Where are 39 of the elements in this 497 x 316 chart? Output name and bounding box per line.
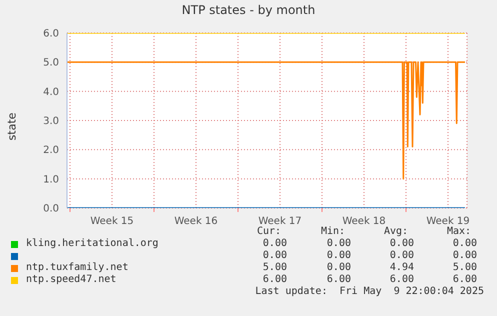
y-tick-label: 0.0 — [43, 204, 59, 215]
x-tick-label: Week 17 — [258, 216, 302, 227]
x-tick-label: Week 18 — [342, 216, 386, 227]
text: 0.00 — [326, 250, 351, 261]
text: Max: — [447, 226, 472, 237]
y-axis-title: state — [6, 112, 18, 142]
legend-label: kling.heritational.org — [26, 238, 158, 249]
text: 0.00 — [452, 250, 477, 261]
text: Last update: Fri May 9 22:00:04 2025 — [254, 286, 484, 297]
text: 0.00 — [388, 250, 414, 261]
text: 6.00 — [326, 274, 351, 285]
text: 0.00 — [326, 262, 351, 273]
line-series — [67, 61, 466, 180]
x-tick-label: Week 15 — [90, 216, 134, 227]
y-tick-label: 2.0 — [43, 145, 59, 156]
legend-label: ntp.speed47.net — [26, 274, 116, 285]
chart-title: NTP states - by month — [180, 3, 316, 17]
text: 0.00 — [388, 238, 414, 249]
text: 0.00 — [262, 250, 287, 261]
legend-label: ntp.tuxfamily.net — [26, 262, 128, 273]
y-tick-label: 4.0 — [43, 86, 59, 98]
y-tick-label: 1.0 — [43, 174, 59, 186]
text: Avg: — [384, 226, 410, 237]
text: 6.00 — [388, 274, 414, 285]
text: 0.00 — [262, 238, 287, 249]
text: Cur: — [257, 226, 282, 237]
text: 5.00 — [262, 262, 287, 273]
x-tick-label: Week 16 — [174, 216, 218, 227]
x-tick-label: Week 19 — [426, 216, 470, 227]
y-tick-label: 3.0 — [43, 116, 59, 128]
text: 6.00 — [262, 274, 287, 285]
y-tick-label: 5.0 — [43, 58, 59, 69]
text: Min: — [321, 226, 346, 237]
y-tick-label: 6.0 — [43, 28, 59, 40]
text: 0.00 — [326, 238, 351, 249]
text: 4.94 — [388, 262, 414, 273]
text: 6.00 — [452, 274, 477, 285]
text: 0.00 — [452, 238, 477, 249]
text: 5.00 — [452, 262, 477, 273]
